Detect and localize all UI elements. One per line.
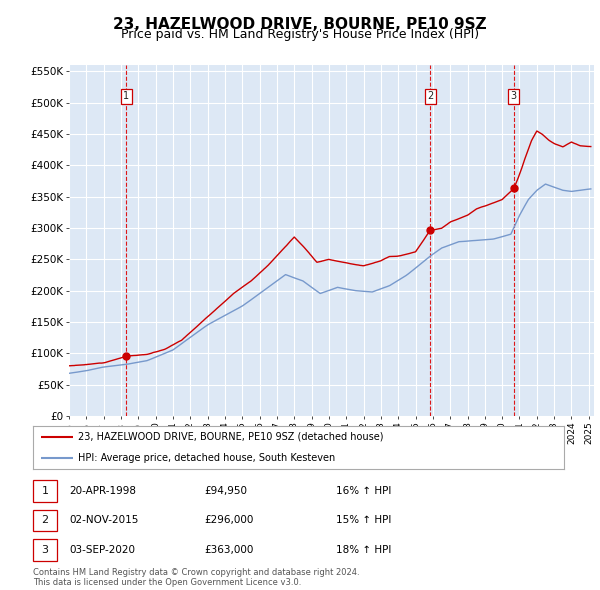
Text: 3: 3 bbox=[511, 91, 517, 101]
Text: £94,950: £94,950 bbox=[204, 486, 247, 496]
Text: 18% ↑ HPI: 18% ↑ HPI bbox=[336, 545, 391, 555]
Text: Contains HM Land Registry data © Crown copyright and database right 2024.
This d: Contains HM Land Registry data © Crown c… bbox=[33, 568, 359, 587]
Text: 1: 1 bbox=[41, 486, 49, 496]
Text: £296,000: £296,000 bbox=[204, 516, 253, 525]
Text: 2: 2 bbox=[427, 91, 433, 101]
Text: £363,000: £363,000 bbox=[204, 545, 253, 555]
Text: 23, HAZELWOOD DRIVE, BOURNE, PE10 9SZ (detached house): 23, HAZELWOOD DRIVE, BOURNE, PE10 9SZ (d… bbox=[78, 432, 383, 442]
Text: 20-APR-1998: 20-APR-1998 bbox=[69, 486, 136, 496]
Text: 15% ↑ HPI: 15% ↑ HPI bbox=[336, 516, 391, 525]
Text: 03-SEP-2020: 03-SEP-2020 bbox=[69, 545, 135, 555]
Text: 16% ↑ HPI: 16% ↑ HPI bbox=[336, 486, 391, 496]
Text: 1: 1 bbox=[123, 91, 129, 101]
Text: 23, HAZELWOOD DRIVE, BOURNE, PE10 9SZ: 23, HAZELWOOD DRIVE, BOURNE, PE10 9SZ bbox=[113, 17, 487, 31]
Text: HPI: Average price, detached house, South Kesteven: HPI: Average price, detached house, Sout… bbox=[78, 453, 335, 463]
Text: 02-NOV-2015: 02-NOV-2015 bbox=[69, 516, 139, 525]
Text: 2: 2 bbox=[41, 516, 49, 525]
Text: Price paid vs. HM Land Registry's House Price Index (HPI): Price paid vs. HM Land Registry's House … bbox=[121, 28, 479, 41]
Text: 3: 3 bbox=[41, 545, 49, 555]
